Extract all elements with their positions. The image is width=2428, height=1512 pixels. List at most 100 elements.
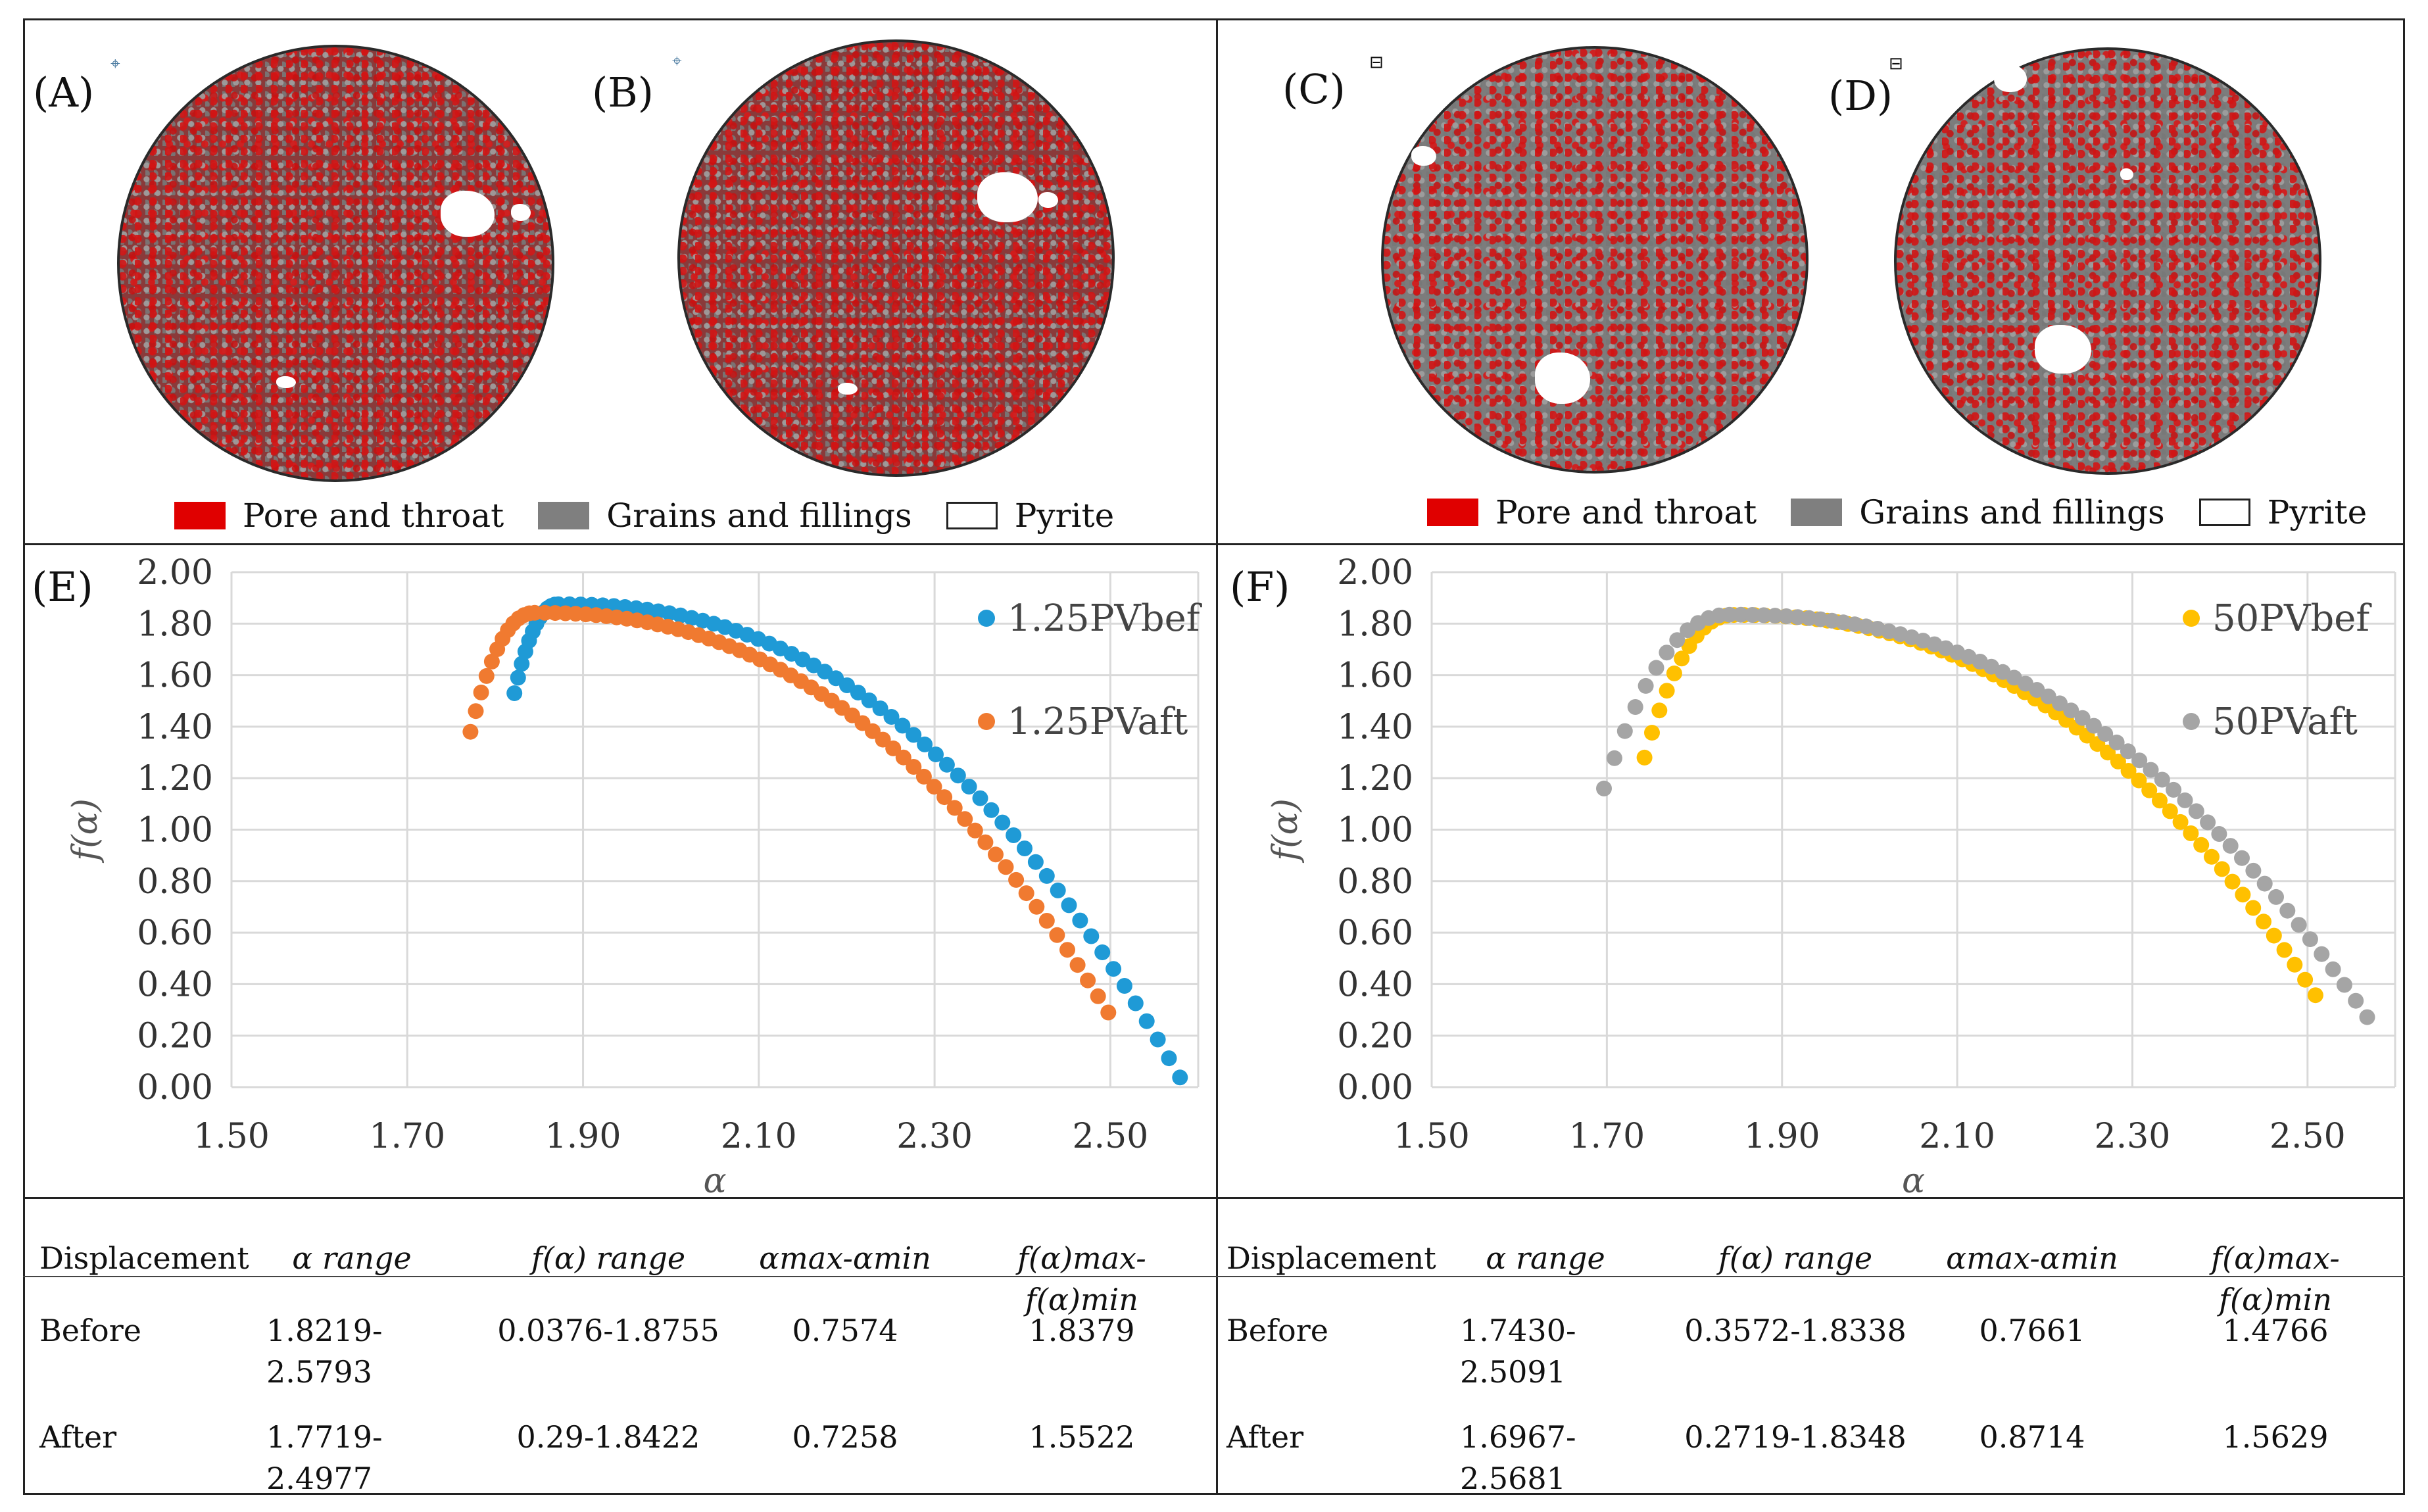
data-point [1061, 897, 1077, 914]
table-cell: 1.8379 [1029, 1313, 1135, 1348]
x-tick-label: 1.70 [369, 1117, 445, 1156]
data-point [1038, 867, 1055, 884]
x-tick-label: 2.50 [2270, 1117, 2346, 1156]
panel-label-d: (D) [1828, 72, 1893, 120]
data-point [1116, 978, 1132, 994]
panel-label-e: (E) [32, 563, 93, 611]
data-point [1733, 606, 1749, 623]
data-point [2268, 889, 2284, 905]
data-point [1644, 725, 1660, 741]
data-point [2162, 803, 2178, 819]
data-point [2314, 946, 2330, 962]
table-cell: 0.3572-1.8338 [1684, 1313, 1906, 1348]
table-header-cell: αmax-αmin [759, 1240, 931, 1276]
axis-triad-icon: ⊟ [1369, 53, 1384, 72]
table-header-cell: f(α) range [1718, 1240, 1873, 1276]
data-point [1027, 854, 1044, 870]
x-tick-label: 2.10 [721, 1117, 797, 1156]
y-tick-label: 0.40 [1337, 965, 1413, 1004]
series-1.25PVbef [506, 596, 1188, 1086]
table-left: Displacement α range f(α) range αmax-αmin f(… [23, 1197, 1217, 1496]
data-point [2131, 752, 2148, 769]
y-tick-label: 1.20 [1337, 759, 1413, 798]
data-point [1801, 610, 1817, 626]
x-tick-label: 1.50 [1394, 1117, 1470, 1156]
data-point [872, 700, 888, 717]
y-tick-label: 1.60 [1337, 656, 1413, 696]
data-point [977, 834, 994, 850]
y-tick-label: 0.40 [137, 965, 213, 1004]
ct-slice-b [677, 39, 1115, 477]
data-point [2279, 902, 2296, 919]
data-point [946, 800, 963, 816]
pyrite-grain [1535, 353, 1590, 404]
data-point [1659, 683, 1675, 699]
data-point [2204, 848, 2220, 865]
ct-slice-a [117, 45, 554, 482]
data-point [894, 718, 911, 734]
ct-slice-d [1894, 47, 2321, 475]
legend-marker [2183, 610, 2200, 627]
legend-item-grains: Grains and fillings [1791, 493, 2165, 531]
data-point [2348, 992, 2364, 1009]
data-point [1008, 871, 1025, 888]
data-point [895, 749, 911, 766]
data-point [2224, 873, 2241, 890]
y-tick-label: 1.80 [137, 604, 213, 644]
data-point [1616, 723, 1633, 739]
center-divider [1216, 18, 1218, 1495]
chart-f: 0.00 0.20 0.40 0.60 0.80 1.00 1.20 1.40 1.60 1.80… [1266, 553, 2396, 1195]
series-1.25PVaft [462, 604, 1117, 1021]
data-point [1812, 611, 1829, 627]
data-point [972, 790, 988, 806]
data-point [462, 723, 479, 740]
data-point [2359, 1009, 2375, 1025]
table-cell: 0.7661 [1979, 1313, 2085, 1348]
data-point [1090, 988, 1106, 1004]
data-point [1789, 609, 1806, 625]
legend-label-pyrite: Pyrite [1014, 497, 1115, 535]
swatch-pore [174, 502, 226, 529]
x-tick-label: 1.50 [193, 1117, 270, 1156]
panel-label-b: (B) [592, 68, 654, 116]
x-tick-label: 1.70 [1568, 1117, 1645, 1156]
data-point [2291, 917, 2307, 933]
data-point [1666, 665, 1682, 681]
legend-marker [2183, 713, 2200, 730]
data-point [2245, 900, 2262, 916]
data-point [885, 740, 902, 756]
data-point [2154, 771, 2170, 788]
data-point [883, 709, 900, 725]
data-point [1127, 995, 1144, 1012]
data-point [2211, 826, 2227, 842]
legend-label: 1.25PVaft [1008, 700, 1188, 743]
pyrite-grain [838, 383, 858, 395]
axis-triad-icon: ⌖ [110, 54, 120, 74]
data-point [2177, 792, 2193, 808]
panel-label-c: (C) [1282, 65, 1346, 113]
data-point [1767, 608, 1784, 624]
data-point [875, 731, 891, 748]
table-cell: 0.7258 [792, 1419, 898, 1455]
table-right: Displacement α range f(α) range αmax-αmin f(… [1217, 1197, 2404, 1496]
x-tick-label: 2.30 [2095, 1117, 2171, 1156]
table-header-cell: f(α)max- f(α)min [2211, 1240, 2340, 1318]
table-header-cell: α range [1486, 1240, 1605, 1276]
y-tick-label: 2.00 [137, 553, 213, 593]
y-tick-label: 0.80 [137, 862, 213, 902]
data-point [2256, 875, 2273, 892]
data-point [2152, 793, 2168, 809]
swatch-pyrite [946, 502, 998, 529]
data-point [2183, 825, 2199, 841]
data-point [1069, 957, 1086, 973]
x-tick-label: 2.30 [896, 1117, 973, 1156]
data-point [1018, 885, 1034, 902]
chart-table-divider [23, 1197, 2405, 1199]
swatch-grains [1791, 499, 1843, 526]
legend-label: 50PVbef [2212, 597, 2372, 640]
data-point [2097, 726, 2114, 742]
data-point [2120, 763, 2137, 779]
chart-e: 0.00 0.20 0.40 0.60 0.80 1.00 1.20 1.40 1.60 1.80… [66, 553, 1203, 1195]
data-point [2074, 710, 2091, 726]
data-point [2110, 753, 2126, 769]
